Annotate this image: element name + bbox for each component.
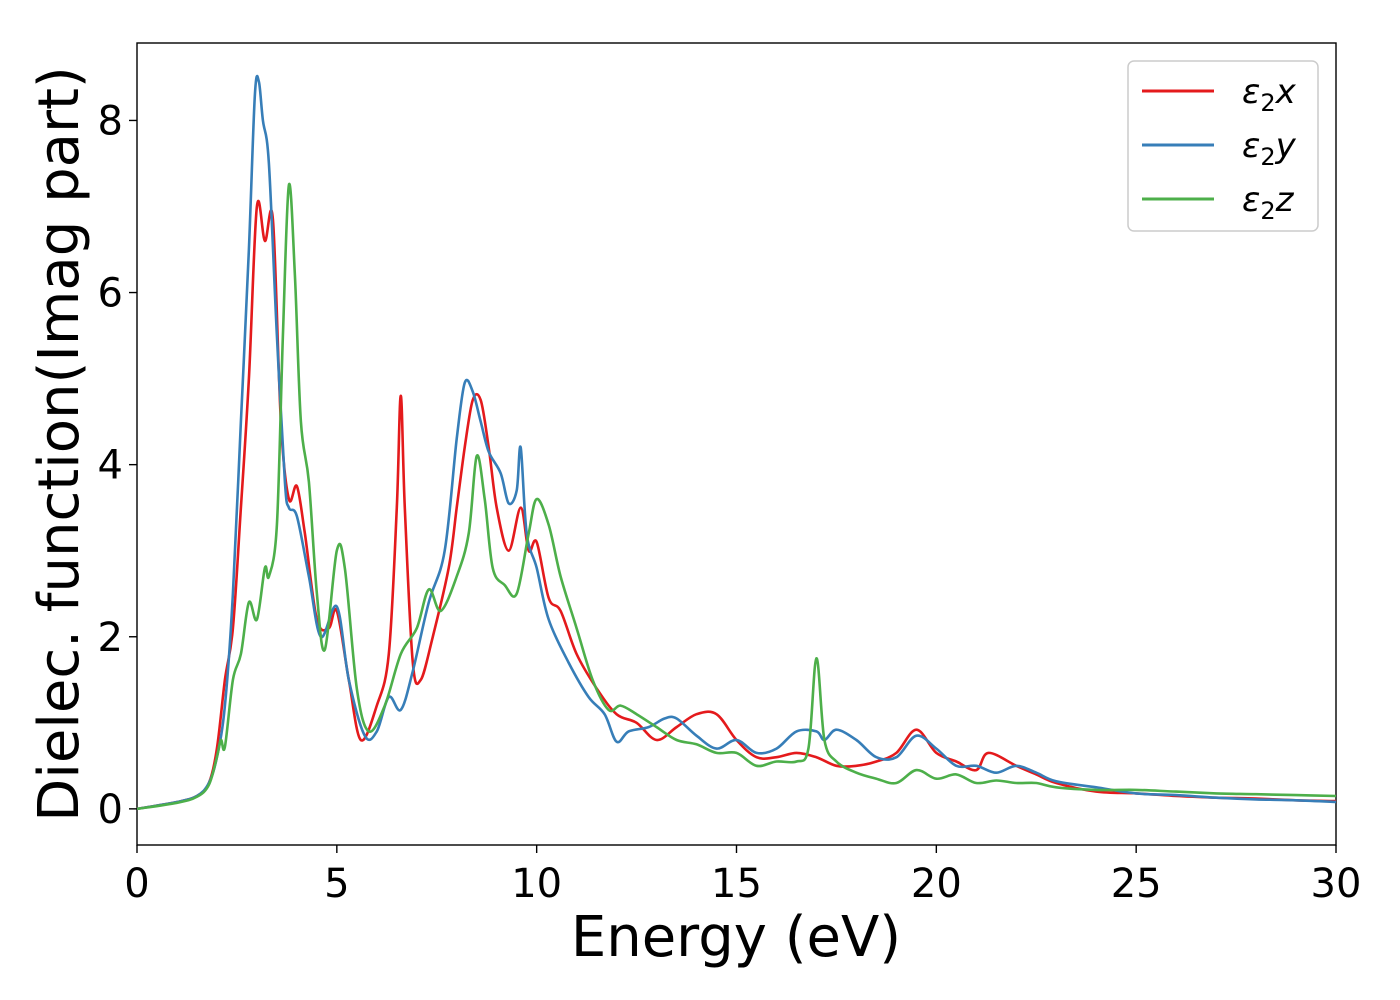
y-axis: 0 2 4 6 8: [98, 98, 137, 833]
series-line-x: [136, 199, 1337, 811]
y-tick-label: 0: [98, 787, 123, 833]
legend-label-y: ε2y: [1242, 126, 1297, 171]
legend: ε2x ε2y ε2z: [1127, 60, 1319, 232]
plot-area: 0 5 10 15 20 25 30 0 2 4 6 8: [98, 42, 1361, 907]
legend-label-x: ε2x: [1242, 72, 1297, 117]
x-tick-label: 10: [511, 861, 562, 907]
x-tick-label: 5: [324, 861, 349, 907]
series-line-y: [136, 74, 1337, 811]
y-axis-title: Dielec. function(Imag part): [27, 66, 92, 822]
x-tick-label: 30: [1311, 861, 1362, 907]
y-tick-label: 2: [98, 615, 123, 661]
y-tick-label: 4: [98, 443, 123, 489]
x-tick-label: 20: [911, 861, 962, 907]
series-layer: [136, 74, 1337, 811]
y-tick-label: 6: [98, 271, 123, 317]
x-tick-label: 0: [124, 861, 149, 907]
x-axis-title: Energy (eV): [571, 905, 901, 970]
x-axis: 0 5 10 15 20 25 30: [124, 845, 1361, 907]
y-tick-label: 8: [98, 98, 123, 144]
series-line-z: [136, 182, 1337, 811]
legend-label-z: ε2z: [1242, 180, 1295, 225]
x-tick-label: 25: [1111, 861, 1162, 907]
legend-box: [1127, 60, 1319, 232]
x-tick-label: 15: [711, 861, 762, 907]
